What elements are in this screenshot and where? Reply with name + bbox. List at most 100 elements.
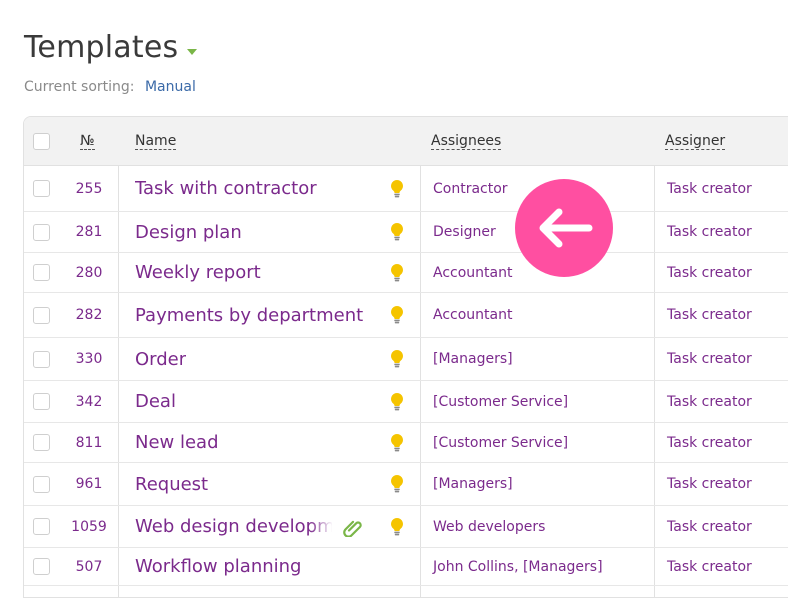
- task-number: 1059: [71, 518, 107, 535]
- task-number: 280: [75, 264, 103, 281]
- template-name-link[interactable]: Deal: [135, 391, 176, 412]
- row-checkbox[interactable]: [33, 180, 50, 197]
- title-row: Templates: [24, 30, 198, 65]
- page-header: Templates Current sorting: Manual: [24, 30, 198, 95]
- header-name-cell: Name: [135, 117, 177, 165]
- table-row[interactable]: 330 Order [Managers] Task creator: [24, 338, 788, 381]
- assigner-link[interactable]: Task creator: [667, 307, 752, 323]
- column-header-assigner[interactable]: Assigner: [665, 132, 726, 150]
- lightbulb-icon: [389, 463, 405, 505]
- table-row[interactable]: 342 Deal [Customer Service] Task creator: [24, 381, 788, 423]
- back-button[interactable]: [515, 179, 613, 277]
- template-name-link[interactable]: Weekly report: [135, 262, 261, 283]
- row-checkbox[interactable]: [33, 223, 50, 241]
- header-assigner-cell: Assigner: [665, 117, 726, 165]
- table-row[interactable]: 811 New lead [Customer Service] Task creato…: [24, 423, 788, 463]
- assignee-link[interactable]: Designer: [433, 224, 496, 240]
- assignee-link[interactable]: [Managers]: [433, 476, 513, 492]
- row-checkbox-cell: [33, 166, 50, 211]
- table-row[interactable]: 255 Task with contractor Contractor Task cr…: [24, 166, 788, 212]
- sorting-value-link[interactable]: Manual: [144, 79, 196, 95]
- column-divider: [654, 117, 655, 597]
- row-checkbox-cell: [33, 463, 50, 505]
- lightbulb-icon: [389, 506, 405, 547]
- table-row[interactable]: 281 Design plan Designer Task creator: [24, 212, 788, 253]
- header-assignees-cell: Assignees: [431, 117, 502, 165]
- assigner-link[interactable]: Task creator: [667, 434, 752, 451]
- table-row[interactable]: 507 Workflow planning John Collins, [Manag…: [24, 548, 788, 586]
- task-number: 961: [75, 476, 103, 492]
- template-name-link[interactable]: Order: [135, 348, 187, 370]
- template-name-link[interactable]: Web design development: [135, 516, 332, 537]
- row-checkbox[interactable]: [33, 306, 50, 324]
- row-checkbox-cell: [33, 338, 50, 380]
- task-number: 342: [75, 393, 103, 410]
- table-row[interactable]: 961 Request [Managers] Task creator: [24, 463, 788, 506]
- chevron-down-icon[interactable]: [187, 48, 198, 55]
- row-checkbox-cell: [33, 548, 50, 585]
- assigner-link[interactable]: Task creator: [667, 351, 752, 367]
- task-number: 281: [75, 224, 103, 240]
- assigner-link[interactable]: Task creator: [667, 393, 752, 410]
- templates-table: № Name Assignees Assigner 255 Task with c…: [23, 116, 788, 598]
- column-header-name[interactable]: Name: [135, 132, 177, 150]
- template-name-link[interactable]: Workflow planning: [135, 556, 302, 577]
- task-number: 811: [75, 434, 103, 451]
- row-checkbox[interactable]: [33, 264, 50, 281]
- assigner-link[interactable]: Task creator: [667, 224, 752, 240]
- header-checkbox-cell: [33, 117, 50, 165]
- assigner-link[interactable]: Task creator: [667, 558, 752, 575]
- row-checkbox[interactable]: [33, 558, 50, 575]
- select-all-checkbox[interactable]: [33, 132, 50, 150]
- column-divider: [118, 117, 119, 597]
- assignee-link[interactable]: [Customer Service]: [433, 434, 569, 451]
- table-row[interactable]: 1059 Web design development Web developers…: [24, 506, 788, 548]
- row-checkbox-cell: [33, 506, 50, 547]
- assignee-link[interactable]: Accountant: [433, 307, 513, 323]
- template-name-link[interactable]: Design plan: [135, 221, 242, 243]
- task-number: 255: [75, 180, 103, 197]
- template-name-link[interactable]: Request: [135, 473, 209, 495]
- row-checkbox-cell: [33, 586, 50, 597]
- row-checkbox[interactable]: [33, 350, 50, 368]
- assigner-link[interactable]: Task creator: [667, 476, 752, 492]
- lightbulb-icon: [389, 253, 405, 292]
- sorting-info: Current sorting: Manual: [24, 79, 197, 95]
- task-number: 282: [75, 307, 103, 323]
- assigner-link[interactable]: Task creator: [667, 180, 752, 197]
- column-divider: [420, 117, 421, 597]
- column-header-assignees[interactable]: Assignees: [431, 132, 502, 150]
- row-checkbox[interactable]: [33, 434, 50, 451]
- assignee-link[interactable]: Contractor: [433, 180, 508, 197]
- row-checkbox-cell: [33, 212, 50, 252]
- assignee-link[interactable]: Web developers: [433, 518, 546, 535]
- table-row[interactable]: 280 Weekly report Accountant Task creator: [24, 253, 788, 293]
- assigner-link[interactable]: Task creator: [667, 264, 752, 281]
- row-checkbox[interactable]: [33, 518, 50, 535]
- lightbulb-icon: [389, 338, 405, 380]
- row-checkbox[interactable]: [33, 475, 50, 493]
- lightbulb-icon: [389, 381, 405, 422]
- lightbulb-icon: [389, 166, 405, 211]
- column-header-number[interactable]: №: [80, 132, 95, 150]
- header-number-cell: №: [80, 117, 95, 165]
- row-checkbox[interactable]: [33, 393, 50, 410]
- assignee-link[interactable]: Accountant: [433, 264, 513, 281]
- table-row[interactable]: 282 Payments by department Accountant Task …: [24, 293, 788, 338]
- sorting-label: Current sorting:: [24, 79, 135, 95]
- task-number: 507: [75, 558, 103, 575]
- row-checkbox-cell: [33, 423, 50, 462]
- assigner-link[interactable]: Task creator: [667, 518, 752, 535]
- arrow-left-icon: [539, 208, 593, 248]
- template-name-link[interactable]: New lead: [135, 432, 219, 453]
- template-name-link[interactable]: Task with contractor: [135, 178, 317, 199]
- row-checkbox-cell: [33, 381, 50, 422]
- assignee-link[interactable]: [Customer Service]: [433, 393, 569, 410]
- assignee-link[interactable]: [Managers]: [433, 351, 513, 367]
- name-fade: [309, 506, 333, 547]
- task-number: 330: [75, 351, 103, 367]
- assignee-link[interactable]: John Collins, [Managers]: [433, 558, 603, 575]
- table-row[interactable]: [24, 586, 788, 597]
- paperclip-icon[interactable]: [343, 506, 365, 547]
- template-name-link[interactable]: Payments by department: [135, 304, 364, 326]
